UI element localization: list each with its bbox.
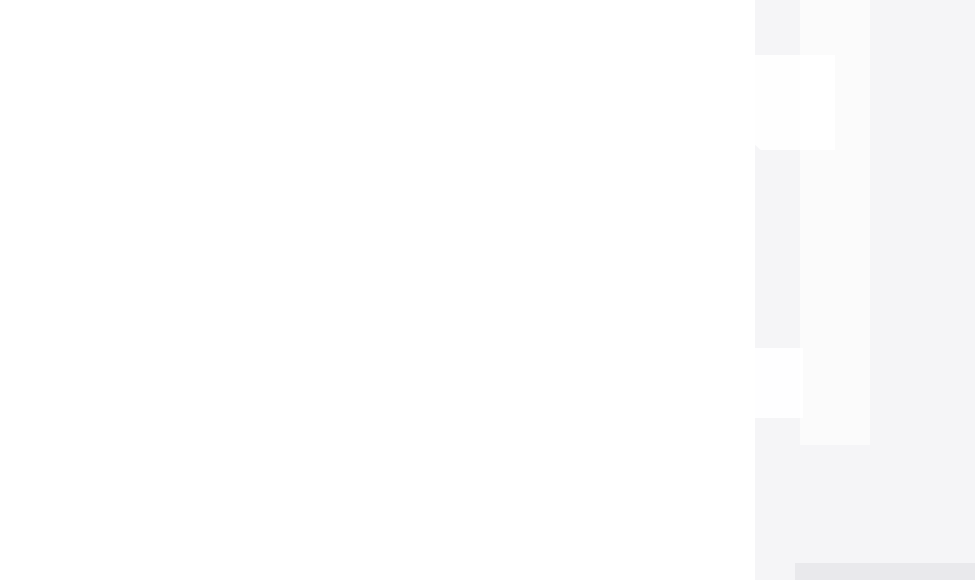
background-light-column: [800, 0, 870, 445]
slide-right-background-panel: [715, 0, 975, 580]
bottom-gray-strip: [795, 563, 975, 580]
background-white-patch: [755, 348, 803, 418]
safe-withdrawal-rates-line-chart: [0, 0, 760, 580]
